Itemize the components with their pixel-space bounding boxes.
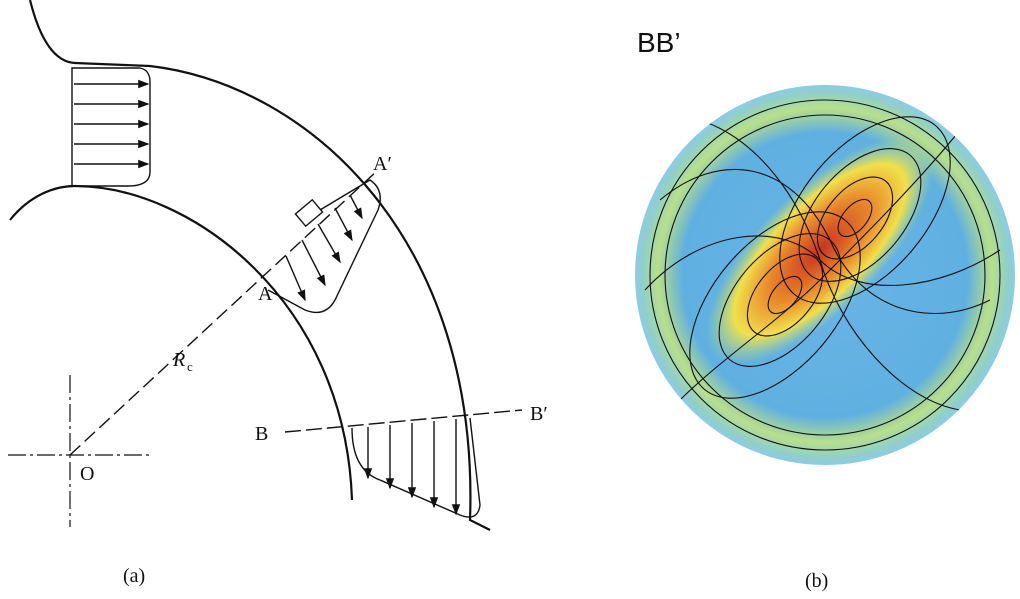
probe [295,200,322,226]
label: c [187,359,193,374]
panel-b: BB’ (b) [635,27,1015,592]
section-b-profile [352,418,480,517]
inlet-profile [72,68,150,186]
title: BB’ [637,27,681,58]
section-a-arrows [286,195,362,300]
inner-wall [10,186,352,500]
label: A [258,283,273,305]
section-b-line [285,410,522,432]
caption: (a) [123,565,145,587]
inlet-arrows [74,84,148,164]
caption: (b) [805,570,828,592]
section-a-profile [268,180,380,312]
label: B′ [530,403,548,425]
label: O [80,463,94,485]
panel-a: A′ A R c B B′ O (a) [8,0,548,587]
label: R [172,349,185,371]
outer-wall [30,0,490,530]
figure: A′ A R c B B′ O (a) BB’ [0,0,1020,599]
radius-line [70,170,378,455]
label: B [255,423,268,445]
label: A′ [373,153,392,175]
section-b-arrows [368,419,456,514]
